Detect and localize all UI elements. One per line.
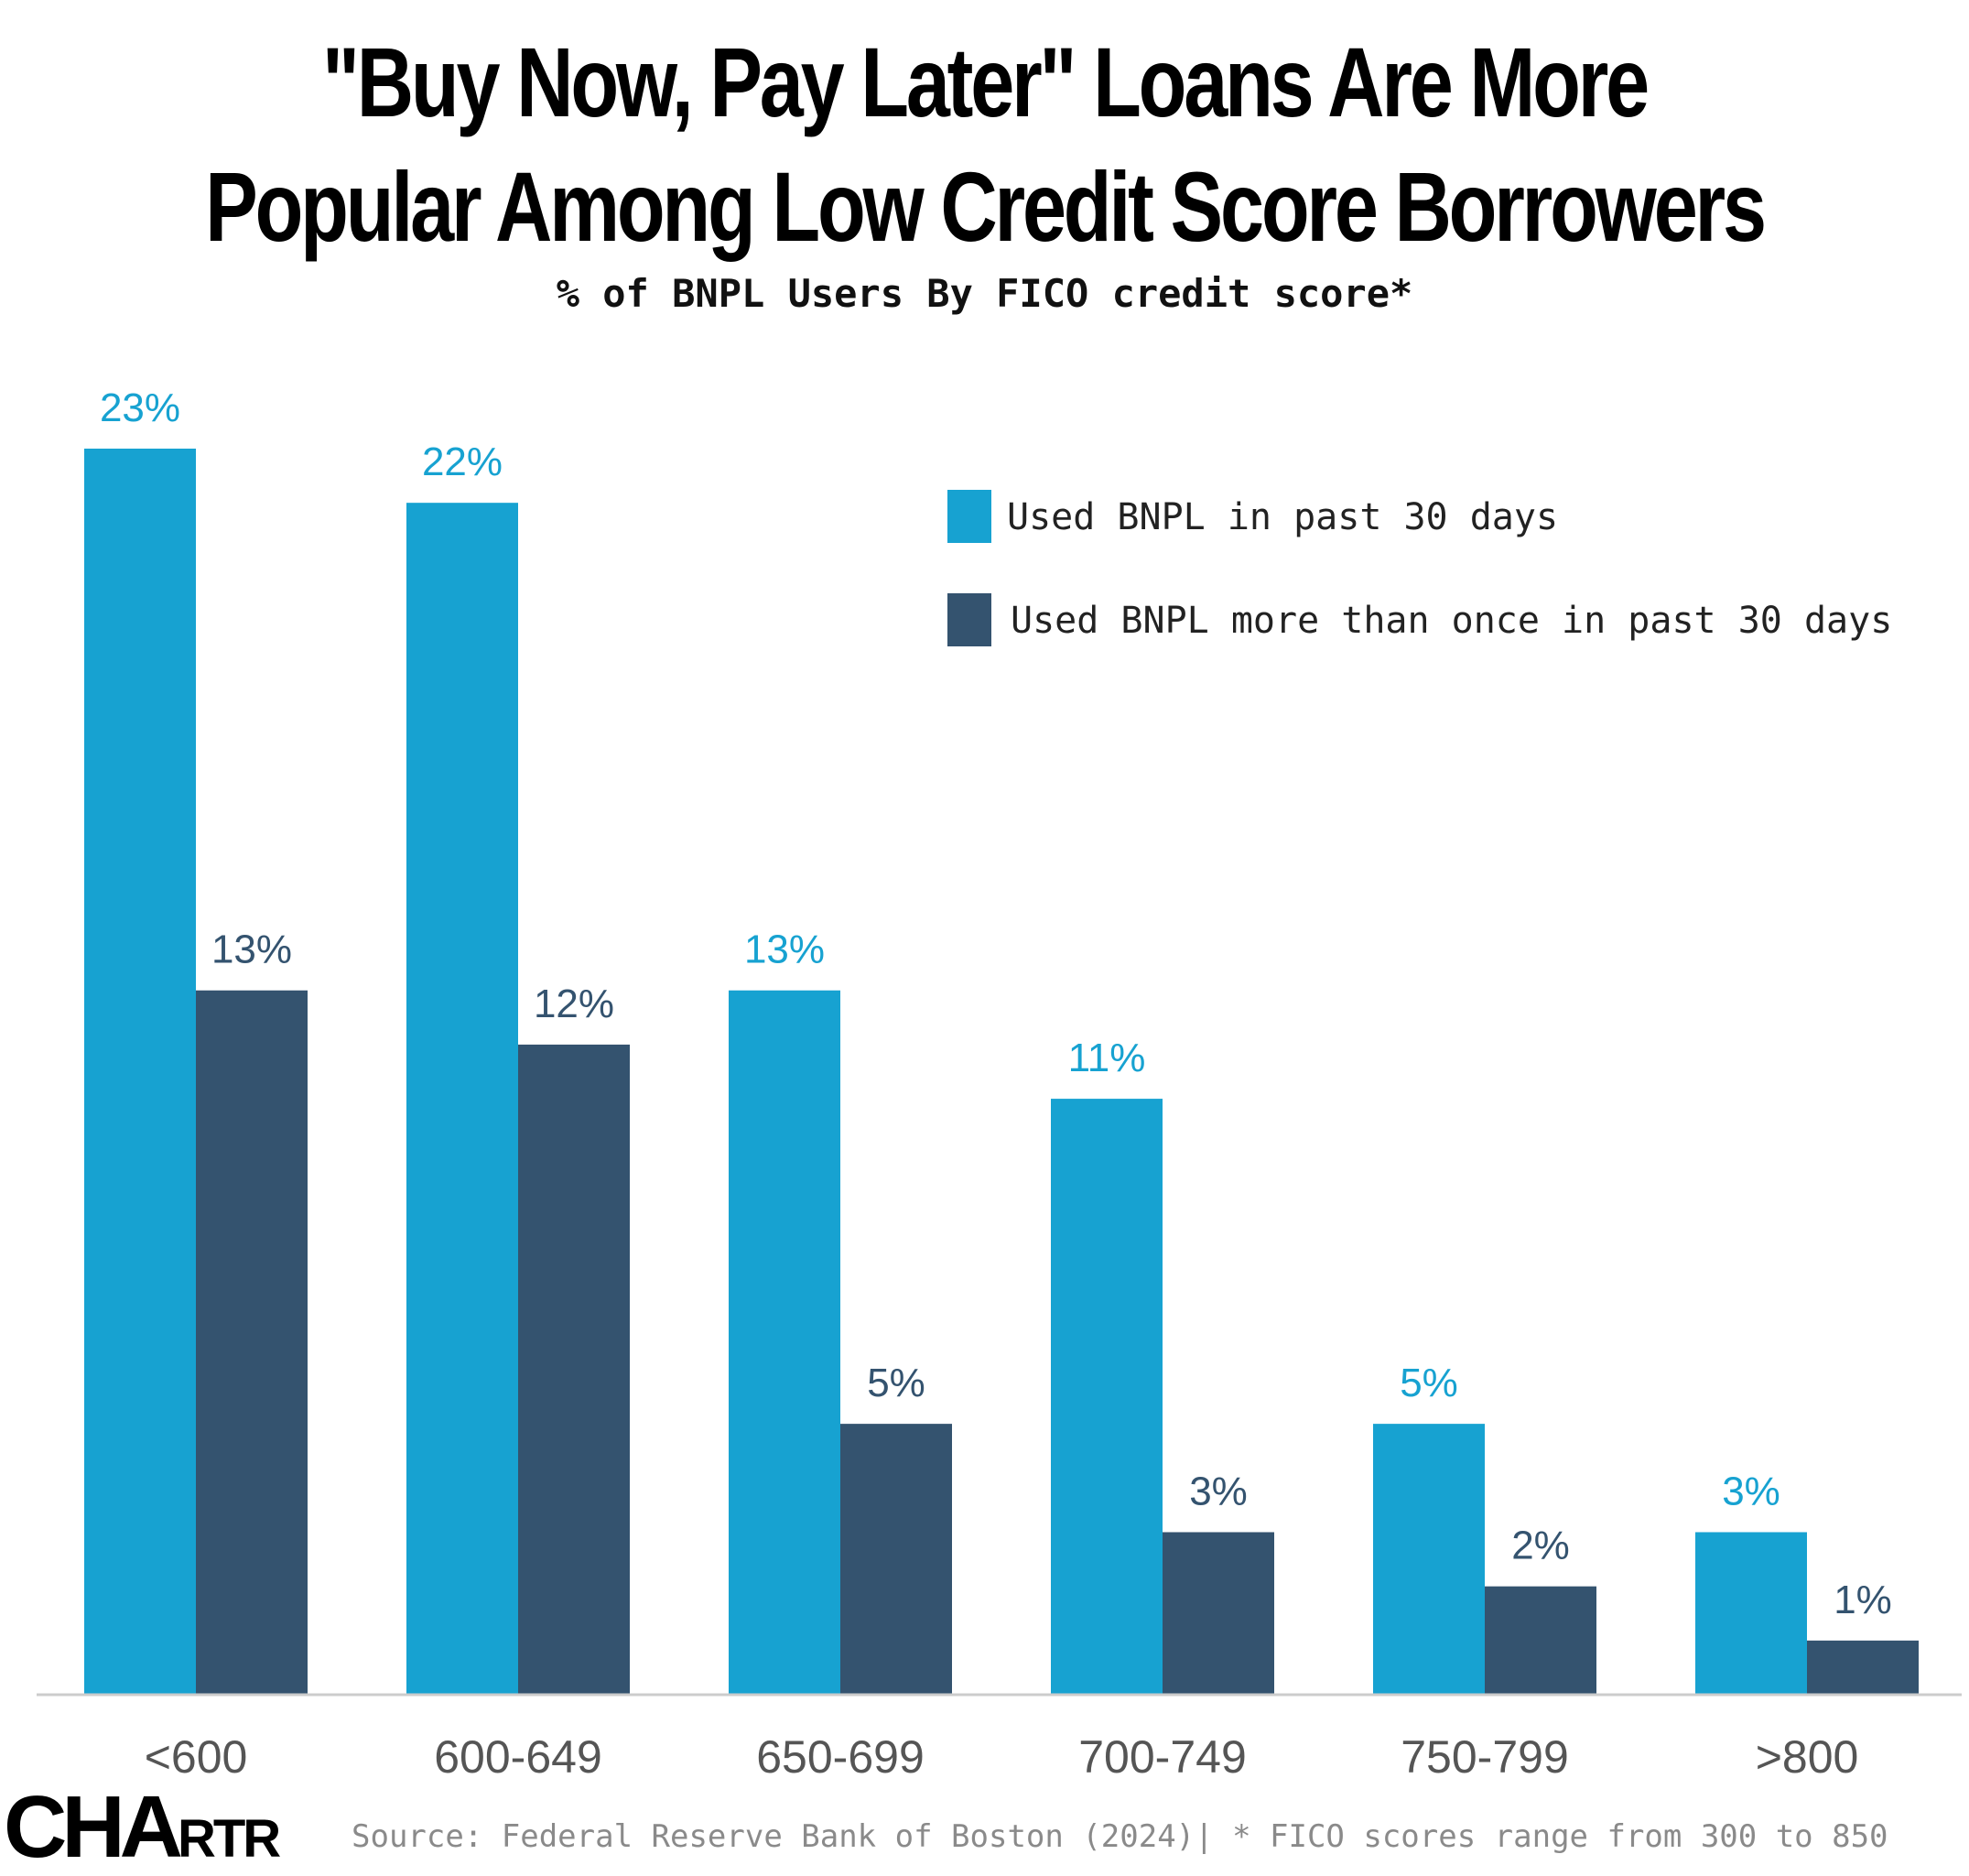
bar-more-than-once-2 [840, 1424, 952, 1695]
x-tick-label-1: 600-649 [434, 1731, 602, 1783]
x-tick-label-5: >800 [1756, 1731, 1859, 1783]
value-labels-group: 23% 13% 22% 12% 13% 5% 11% 3% 5% 2% 3% 1% [100, 385, 1892, 1622]
bar-past-30-days-0 [84, 449, 196, 1695]
value-label-more-than-once-2: 5% [867, 1361, 925, 1405]
value-label-past-30-days-5: 3% [1722, 1469, 1780, 1513]
x-tick-label-3: 700-749 [1078, 1731, 1247, 1783]
bar-more-than-once-5 [1807, 1640, 1919, 1695]
x-tick-label-0: <600 [145, 1731, 248, 1783]
bar-past-30-days-5 [1695, 1532, 1807, 1695]
chart-subtitle: % of BNPL Users By FICO credit score* [556, 271, 1413, 316]
value-label-more-than-once-1: 12% [534, 981, 614, 1026]
chart-title: "Buy Now, Pay Later" Loans Are More Popu… [197, 20, 1772, 269]
value-label-past-30-days-4: 5% [1400, 1361, 1458, 1405]
bar-more-than-once-3 [1163, 1532, 1274, 1695]
legend: Used BNPL in past 30 days Used BNPL more… [947, 490, 1892, 646]
value-label-past-30-days-2: 13% [744, 927, 825, 972]
bar-past-30-days-3 [1051, 1099, 1163, 1695]
bar-more-than-once-0 [196, 990, 308, 1695]
bar-past-30-days-1 [406, 503, 518, 1696]
x-tick-label-4: 750-799 [1401, 1731, 1569, 1783]
x-tick-labels-group: <600 600-649 650-699 700-749 750-799 >800 [145, 1731, 1859, 1783]
logo-text-large: CHA [4, 1778, 183, 1876]
source-note: Source: Federal Reserve Bank of Boston (… [352, 1818, 1888, 1855]
value-label-past-30-days-3: 11% [1068, 1036, 1146, 1080]
legend-swatch-series-2 [947, 593, 991, 646]
legend-label-series-2: Used BNPL more than once in past 30 days [1011, 600, 1892, 642]
chart-title-line-2: Popular Among Low Credit Score Borrowers [205, 151, 1767, 262]
value-label-more-than-once-4: 2% [1511, 1524, 1570, 1568]
chartr-logo: CHA RTR [4, 1778, 281, 1876]
value-label-past-30-days-0: 23% [100, 385, 180, 430]
value-label-past-30-days-1: 22% [422, 439, 503, 484]
bar-past-30-days-4 [1373, 1424, 1485, 1695]
x-tick-label-2: 650-699 [756, 1731, 925, 1783]
legend-label-series-1: Used BNPL in past 30 days [1007, 496, 1558, 538]
bar-more-than-once-1 [518, 1044, 630, 1695]
chart-title-line-1: "Buy Now, Pay Later" Loans Are More [321, 27, 1650, 137]
bars-group [84, 449, 1919, 1696]
value-label-more-than-once-0: 13% [211, 927, 292, 972]
legend-swatch-series-1 [947, 490, 991, 543]
bar-more-than-once-4 [1485, 1586, 1596, 1695]
logo-text-small: RTR [177, 1809, 281, 1869]
bar-past-30-days-2 [729, 990, 840, 1695]
value-label-more-than-once-5: 1% [1834, 1578, 1892, 1622]
value-label-more-than-once-3: 3% [1189, 1469, 1248, 1513]
